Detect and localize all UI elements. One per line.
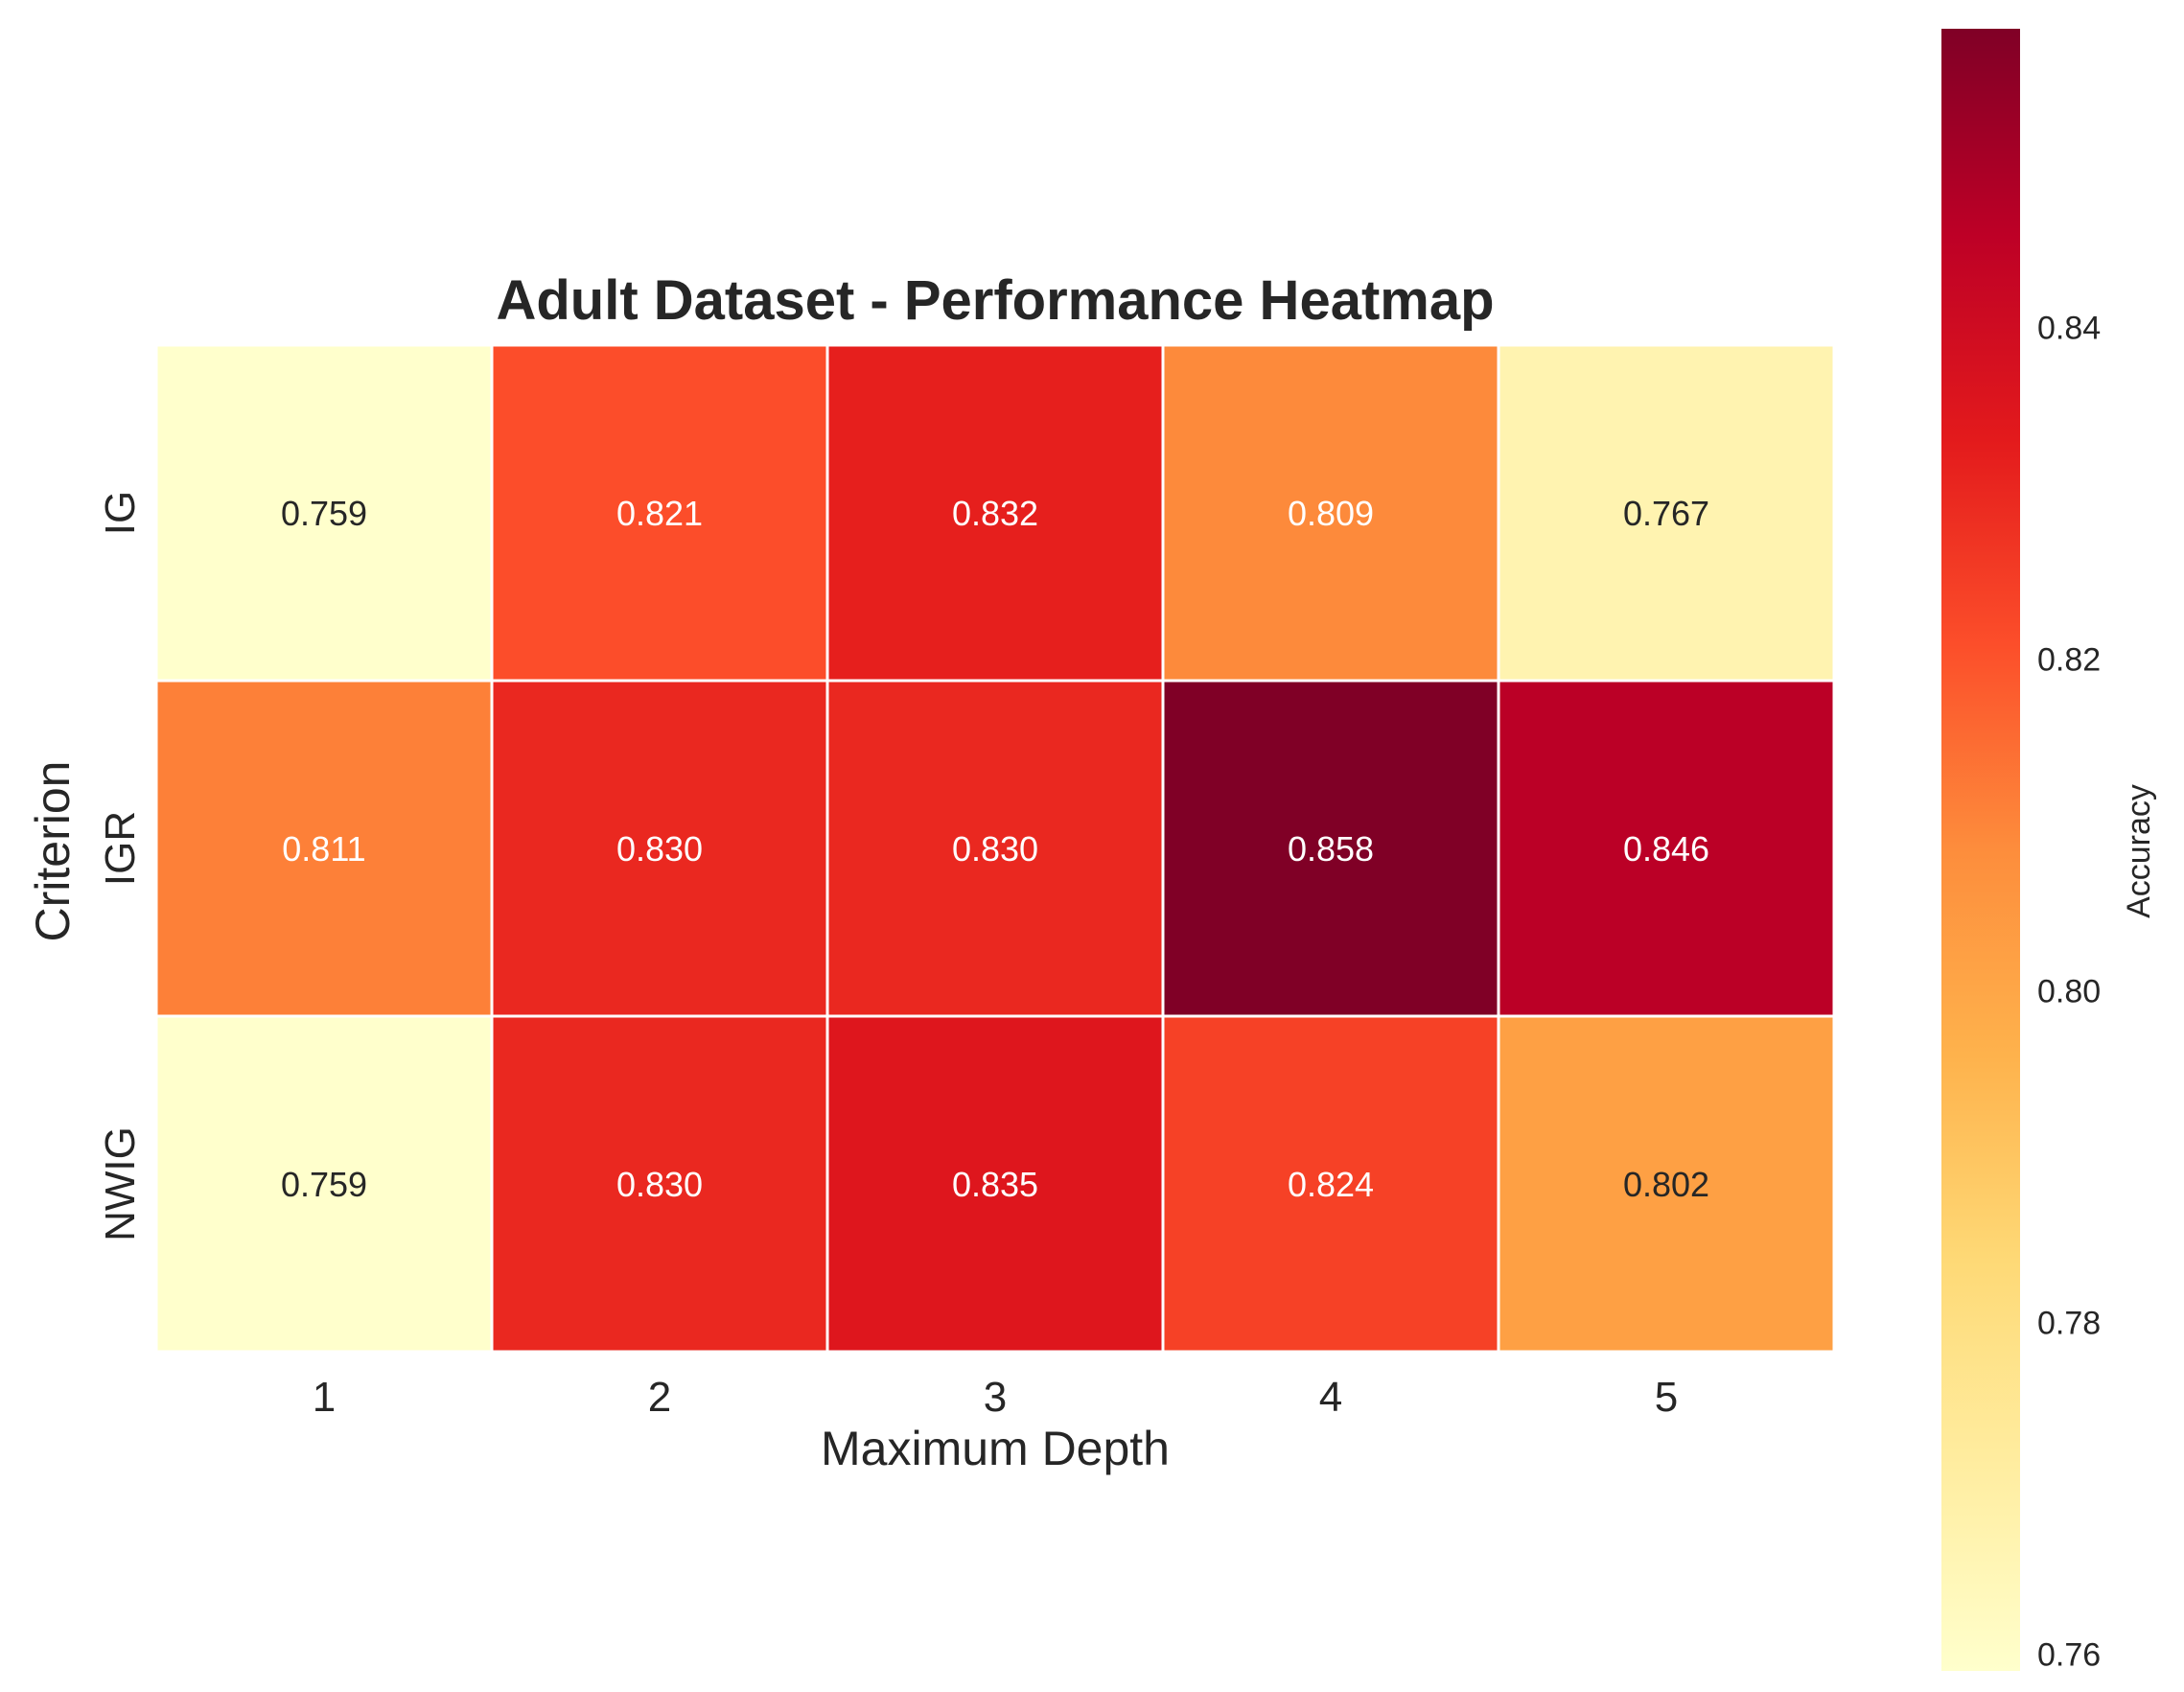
cell-value-label: 0.830 <box>952 829 1038 869</box>
heatmap-cell <box>1497 1014 1836 1354</box>
cell-value-label: 0.830 <box>616 829 703 869</box>
cell-value-label: 0.858 <box>1288 829 1374 869</box>
x-axis-label: Maximum Depth <box>821 1422 1170 1475</box>
cell-value-label: 0.821 <box>616 494 703 533</box>
colorbar-tick-label: 0.82 <box>2037 642 2101 679</box>
heatmap-cell <box>490 343 829 683</box>
y-tick-label: NWIG <box>97 1126 144 1241</box>
cell-value-label: 0.832 <box>952 494 1038 533</box>
heatmap-cell <box>154 1014 494 1354</box>
y-axis-label: Criterion <box>26 761 80 942</box>
x-axis-tick-labels: 1 2 3 4 5 <box>313 1374 1678 1421</box>
colorbar-label: Accuracy <box>2121 784 2157 918</box>
heatmap-cell <box>825 343 1165 683</box>
x-tick-label: 4 <box>1319 1374 1342 1421</box>
heatmap-cell <box>490 679 829 1018</box>
colorbar-tick-label: 0.80 <box>2037 974 2101 1010</box>
cell-value-label: 0.835 <box>952 1165 1038 1204</box>
cell-value-label: 0.802 <box>1623 1165 1709 1204</box>
colorbar-tick-label: 0.76 <box>2037 1637 2101 1674</box>
x-tick-label: 5 <box>1655 1374 1678 1421</box>
cell-value-label: 0.767 <box>1623 494 1709 533</box>
heatmap-cell <box>1497 679 1836 1018</box>
heatmap-cell <box>825 1014 1165 1354</box>
heatmap-cell <box>154 343 494 683</box>
chart-title: Adult Dataset - Performance Heatmap <box>496 269 1494 332</box>
cell-value-label: 0.846 <box>1623 829 1709 869</box>
heatmap-cells <box>154 343 1836 1354</box>
colorbar <box>1941 29 2020 1671</box>
colorbar-tick-label: 0.78 <box>2037 1306 2101 1342</box>
heatmap-cell <box>490 1014 829 1354</box>
cell-value-label: 0.830 <box>616 1165 703 1204</box>
cell-value-label: 0.811 <box>282 829 365 869</box>
x-tick-label: 2 <box>648 1374 671 1421</box>
colorbar-tick-labels: 0.76 0.78 0.80 0.82 0.84 <box>2037 310 2101 1673</box>
cell-value-label: 0.809 <box>1288 494 1374 533</box>
cell-value-label: 0.759 <box>281 494 367 533</box>
x-tick-label: 1 <box>313 1374 336 1421</box>
y-tick-label: IGR <box>97 811 144 886</box>
y-tick-label: IG <box>97 491 144 535</box>
cell-value-label: 0.824 <box>1288 1165 1374 1204</box>
colorbar-tick-label: 0.84 <box>2037 310 2101 346</box>
heatmap-cell <box>1161 1014 1500 1354</box>
heatmap-cell <box>1161 343 1500 683</box>
heatmap-cell <box>1161 679 1500 1018</box>
heatmap-cell <box>825 679 1165 1018</box>
cell-value-label: 0.759 <box>281 1165 367 1204</box>
x-tick-label: 3 <box>984 1374 1007 1421</box>
heatmap-cell-labels: 0.759 0.821 0.832 0.809 0.767 0.811 0.830 0.830… <box>281 494 1709 1204</box>
y-axis-tick-labels: IG IGR NWIG <box>97 491 144 1241</box>
